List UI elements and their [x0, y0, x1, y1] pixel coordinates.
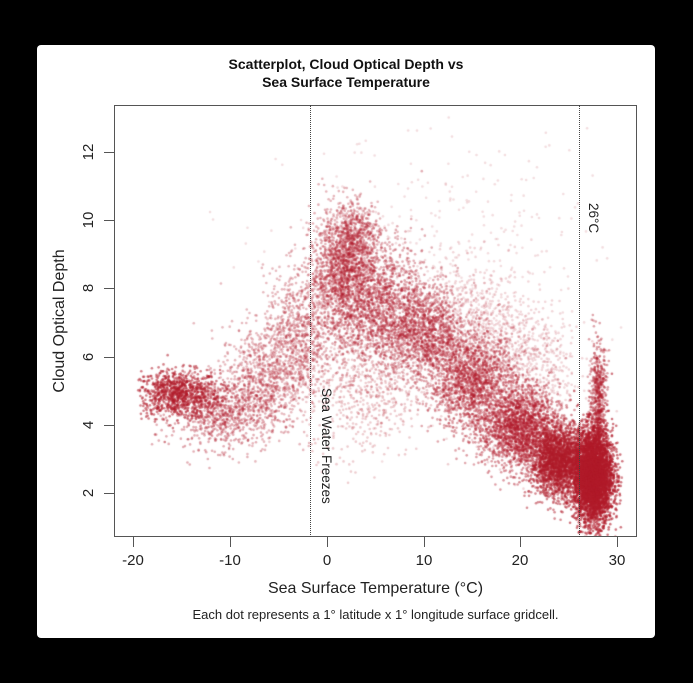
x-tick-0: [327, 537, 329, 547]
y-tick-2: [104, 493, 114, 495]
x-tick-minus20: [133, 537, 135, 547]
y-tick-4: [104, 425, 114, 427]
y-tick-8: [104, 288, 114, 290]
x-tick-label-minus10: -10: [219, 552, 241, 569]
x-axis-title: Sea Surface Temperature (°C): [267, 580, 484, 597]
x-tick-label-10: 10: [415, 552, 433, 569]
y-tick-10: [104, 220, 114, 222]
y-tick-label-4: 4: [80, 420, 97, 430]
x-tick-label-minus20: -20: [122, 552, 144, 569]
y-tick-6: [104, 357, 114, 359]
y-tick-label-12: 12: [80, 143, 97, 161]
plot-area-frame: [114, 105, 637, 537]
x-tick-20: [520, 537, 522, 547]
x-tick-30: [617, 537, 619, 547]
y-tick-label-10: 10: [80, 211, 97, 229]
x-tick-label-30: 30: [608, 552, 626, 569]
y-tick-label-6: 6: [80, 352, 97, 362]
y-tick-label-2: 2: [80, 488, 97, 498]
x-tick-10: [424, 537, 426, 547]
26c-reference-line: [579, 105, 580, 537]
y-tick-label-8: 8: [80, 283, 97, 293]
y-tick-12: [104, 152, 114, 154]
x-tick-label-0: 0: [322, 552, 332, 569]
x-tick-minus10: [230, 537, 232, 547]
freeze-reference-line: [310, 105, 311, 537]
x-tick-label-20: 20: [511, 552, 529, 569]
chart-caption: Each dot represents a 1° latitude x 1° l…: [192, 607, 559, 622]
